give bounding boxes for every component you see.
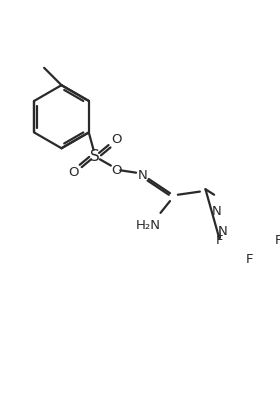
Text: O: O [111, 164, 122, 177]
Text: N: N [212, 205, 221, 218]
Text: O: O [69, 166, 79, 179]
Text: N: N [137, 169, 147, 182]
Text: O: O [111, 133, 122, 146]
Text: H₂N: H₂N [136, 219, 160, 232]
Text: S: S [90, 149, 100, 164]
Text: N: N [218, 224, 227, 237]
Text: F: F [216, 233, 224, 246]
Text: F: F [274, 233, 280, 246]
Text: F: F [245, 253, 253, 266]
